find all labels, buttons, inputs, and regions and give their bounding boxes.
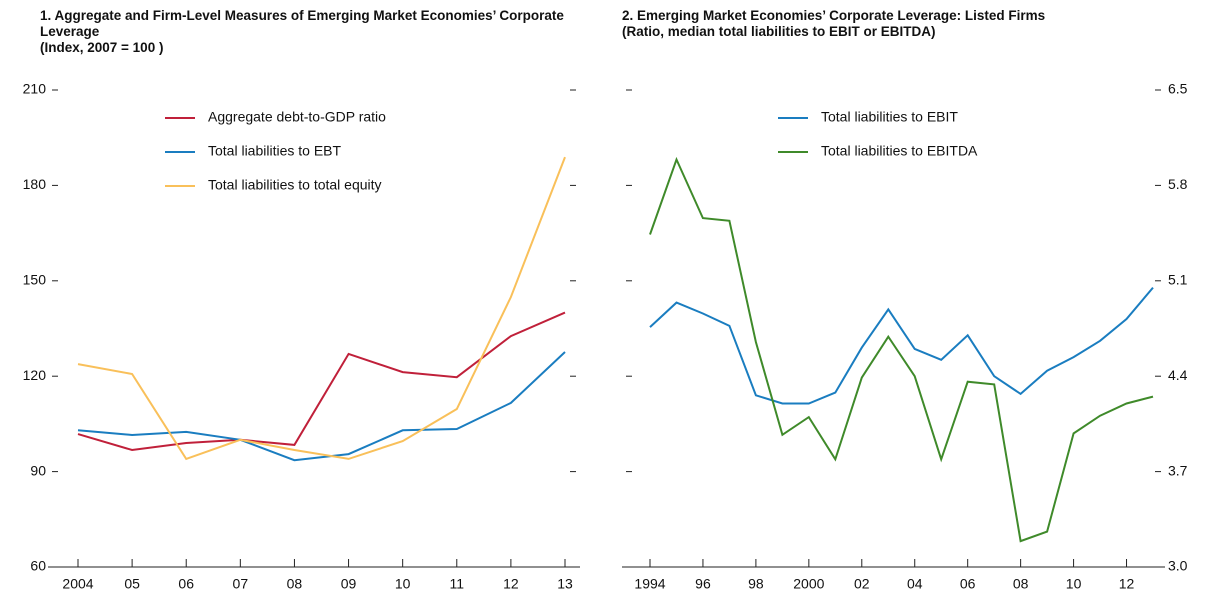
y-tick-label: 90 xyxy=(30,462,46,478)
y-tick-label: 4.4 xyxy=(1168,367,1188,383)
x-tick-label: 96 xyxy=(695,576,711,592)
y-tick-label: 210 xyxy=(23,81,47,97)
x-tick-label: 06 xyxy=(178,576,194,592)
y-tick-label: 3.7 xyxy=(1168,462,1188,478)
chart-title: 1. Aggregate and Firm-Level Measures of … xyxy=(40,8,564,39)
x-tick-label: 06 xyxy=(960,576,976,592)
y-tick-label: 5.8 xyxy=(1168,176,1188,192)
x-tick-label: 2004 xyxy=(62,576,93,592)
y-tick-label: 120 xyxy=(23,367,47,383)
x-tick-label: 2000 xyxy=(793,576,824,592)
legend-label: Total liabilities to total equity xyxy=(208,177,382,193)
x-tick-label: 08 xyxy=(287,576,303,592)
x-tick-label: 02 xyxy=(854,576,870,592)
x-tick-label: 13 xyxy=(557,576,573,592)
series-line xyxy=(649,156,1154,543)
x-tick-label: 98 xyxy=(748,576,764,592)
y-tick-label: 5.1 xyxy=(1168,272,1188,288)
series-line xyxy=(77,156,566,461)
x-tick-label: 04 xyxy=(907,576,923,592)
legend-label: Total liabilities to EBIT xyxy=(821,109,958,125)
chart-subtitle: (Index, 2007 = 100 ) xyxy=(40,40,164,55)
x-tick-label: 10 xyxy=(395,576,411,592)
chart-title: 2. Emerging Market Economies’ Corporate … xyxy=(622,8,1046,23)
y-tick-label: 3.0 xyxy=(1168,558,1188,574)
x-tick-label: 12 xyxy=(503,576,519,592)
x-tick-label: 11 xyxy=(450,576,465,592)
y-tick-label: 150 xyxy=(23,272,47,288)
series-line xyxy=(77,311,566,452)
y-tick-label: 180 xyxy=(23,176,47,192)
x-tick-label: 05 xyxy=(124,576,140,592)
legend-label: Total liabilities to EBT xyxy=(208,143,342,159)
chart-subtitle: (Ratio, median total liabilities to EBIT… xyxy=(622,24,936,39)
legend-label: Aggregate debt-to-GDP ratio xyxy=(208,109,386,125)
x-tick-label: 09 xyxy=(341,576,357,592)
x-tick-label: 08 xyxy=(1013,576,1029,592)
x-tick-label: 12 xyxy=(1119,576,1135,592)
y-tick-label: 60 xyxy=(30,558,46,574)
x-tick-label: 07 xyxy=(233,576,249,592)
series-line xyxy=(77,351,566,462)
x-tick-label: 1994 xyxy=(634,576,665,592)
x-tick-label: 10 xyxy=(1066,576,1082,592)
series-line xyxy=(649,286,1154,405)
legend-label: Total liabilities to EBITDA xyxy=(821,143,978,159)
y-tick-label: 6.5 xyxy=(1168,81,1188,97)
